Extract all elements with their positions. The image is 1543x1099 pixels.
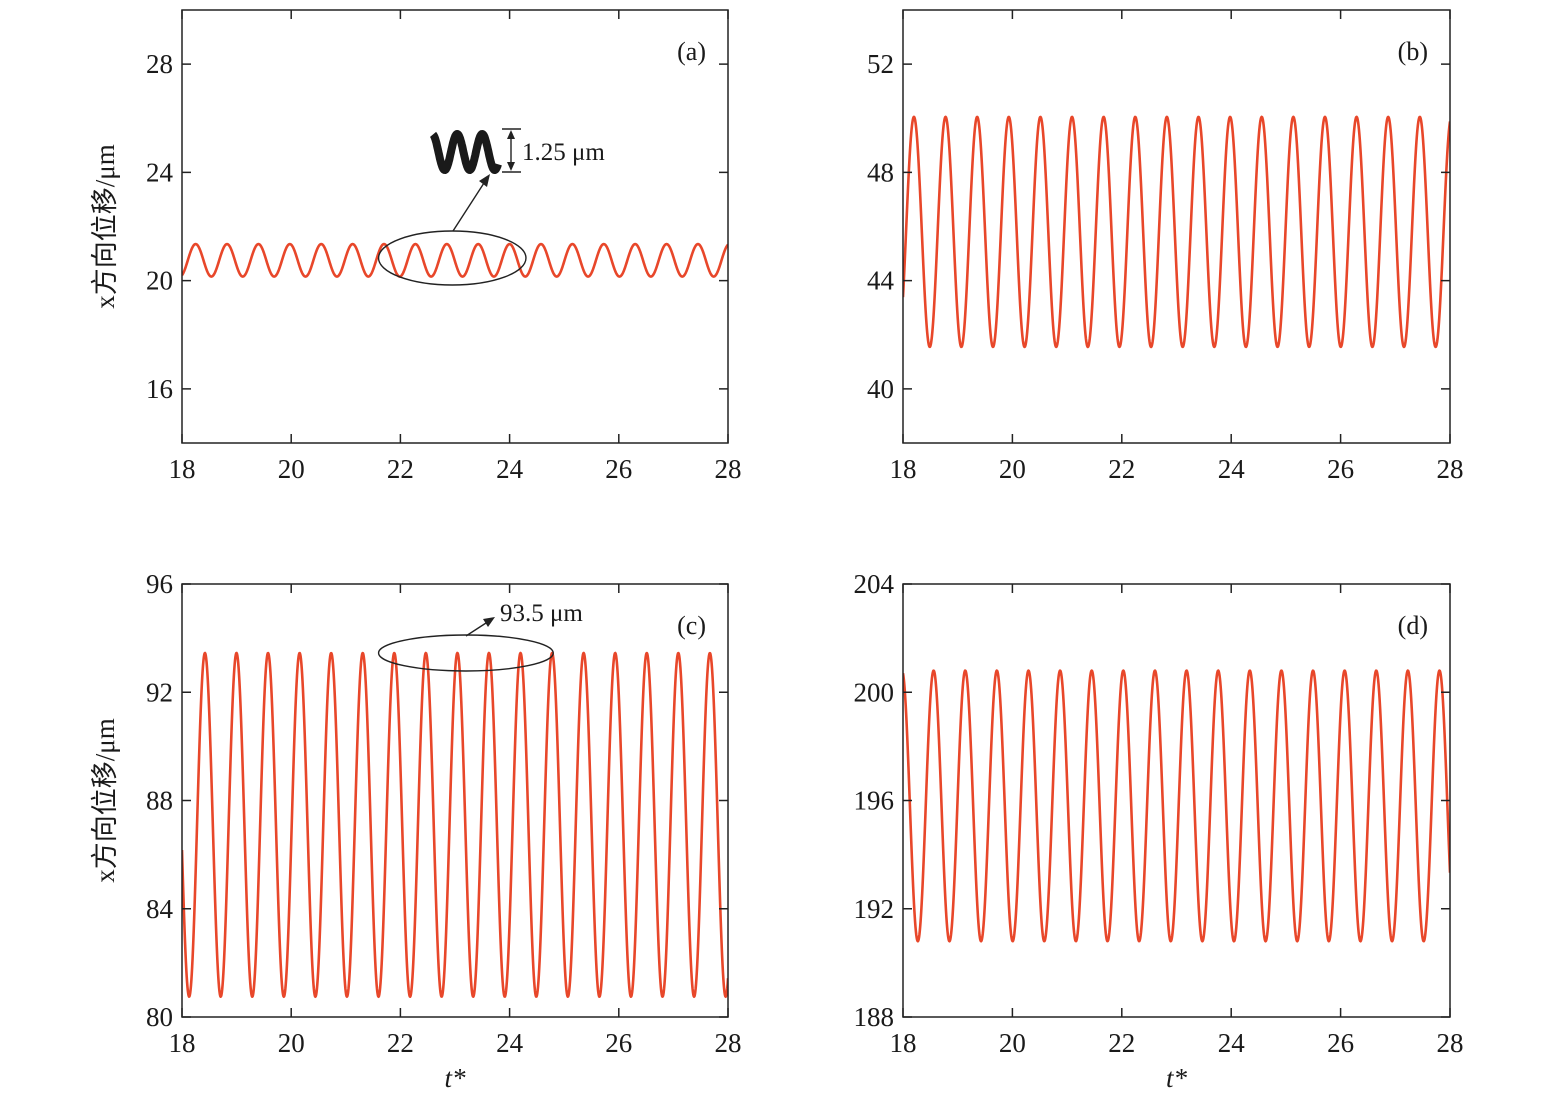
- x-tick-label: 24: [496, 1028, 524, 1058]
- x-tick-label: 20: [278, 1028, 305, 1058]
- annotation-pointer: [452, 182, 485, 232]
- chart-panel-2: 18 20 22 24 26 28 40 44 48 52 (b): [867, 9, 1464, 484]
- x-tick-label: 20: [999, 454, 1026, 484]
- y-tick-label: 52: [867, 49, 894, 79]
- x-tick-label: 22: [387, 454, 414, 484]
- annotation-text: 93.5 μm: [500, 600, 583, 627]
- x-tick-label: 26: [605, 454, 632, 484]
- wave-inset: [429, 130, 502, 174]
- y-tick-label: 88: [146, 786, 173, 816]
- x-tick-label: 24: [496, 454, 524, 484]
- annotation: 93.5 μm: [377, 600, 583, 672]
- y-tick-label: 80: [146, 1002, 173, 1032]
- plot-frame: [181, 583, 729, 1018]
- chart-panel-4: 18 20 22 24 26 28 188 192 196 200 204 (d) t*: [854, 569, 1464, 1093]
- y-tick-label: 20: [146, 266, 173, 296]
- dimension-arrow-down: [507, 162, 515, 171]
- x-tick-label: 20: [999, 1028, 1026, 1058]
- y-axis-title: x方向位移/μm: [90, 718, 120, 882]
- x-tick-label: 24: [1218, 1028, 1246, 1058]
- x-tick-label: 18: [169, 454, 196, 484]
- y-tick-label: 92: [146, 677, 173, 707]
- series-line: [903, 115, 1450, 349]
- annotation: 1.25 μm: [377, 128, 605, 286]
- x-tick-label: 22: [387, 1028, 414, 1058]
- y-tick-label: 84: [146, 894, 174, 924]
- y-tick-label: 48: [867, 157, 894, 187]
- series-line: [903, 669, 1450, 943]
- panel-label: (c): [677, 611, 706, 640]
- panel-label: (a): [677, 37, 706, 66]
- panel-label: (d): [1398, 611, 1428, 640]
- arrow-head: [483, 617, 495, 627]
- annotation-ellipse: [377, 230, 527, 286]
- y-tick-label: 188: [854, 1002, 895, 1032]
- y-tick-label: 28: [146, 49, 173, 79]
- plot-frame: [181, 9, 729, 444]
- x-tick-label: 24: [1218, 454, 1246, 484]
- series-line: [182, 651, 728, 999]
- x-tick-label: 22: [1108, 1028, 1135, 1058]
- y-axis-title: x方向位移/μm: [90, 144, 120, 308]
- x-tick-label: 28: [715, 1028, 742, 1058]
- x-tick-label: 26: [605, 1028, 632, 1058]
- x-axis-title: t*: [444, 1063, 466, 1093]
- y-tick-label: 44: [867, 266, 895, 296]
- annotation-ellipse: [377, 634, 554, 672]
- x-tick-label: 18: [169, 1028, 196, 1058]
- panel-label: (b): [1398, 37, 1428, 66]
- y-tick-label: 24: [146, 157, 174, 187]
- annotation-text: 1.25 μm: [522, 139, 605, 166]
- x-tick-label: 28: [1437, 454, 1464, 484]
- chart-panel-1: 18 20 22 24 26 28 16 20 24 28 (a) x方向位移/μm 1.25 μm: [90, 9, 742, 484]
- x-tick-label: 18: [890, 1028, 917, 1058]
- y-tick-label: 192: [854, 894, 895, 924]
- x-tick-label: 28: [715, 454, 742, 484]
- y-tick-label: 204: [854, 569, 895, 599]
- x-tick-label: 18: [890, 454, 917, 484]
- plot-frame: [902, 9, 1451, 444]
- y-tick-label: 196: [854, 786, 895, 816]
- series-line: [182, 242, 728, 278]
- y-tick-label: 16: [146, 374, 173, 404]
- y-tick-label: 200: [854, 677, 895, 707]
- x-tick-label: 20: [278, 454, 305, 484]
- x-tick-label: 22: [1108, 454, 1135, 484]
- chart-panel-3: 18 20 22 24 26 28 80 84 88 92 96 (c) x方向位移/μm t* 93.5 …: [90, 569, 742, 1093]
- x-axis-title: t*: [1166, 1063, 1188, 1093]
- dimension-arrow-up: [507, 130, 515, 139]
- y-tick-label: 40: [867, 374, 894, 404]
- x-tick-label: 28: [1437, 1028, 1464, 1058]
- x-tick-label: 26: [1327, 1028, 1354, 1058]
- annotation-pointer: [465, 622, 487, 637]
- y-tick-label: 96: [146, 569, 173, 599]
- x-tick-label: 26: [1327, 454, 1354, 484]
- arrow-head: [479, 174, 490, 187]
